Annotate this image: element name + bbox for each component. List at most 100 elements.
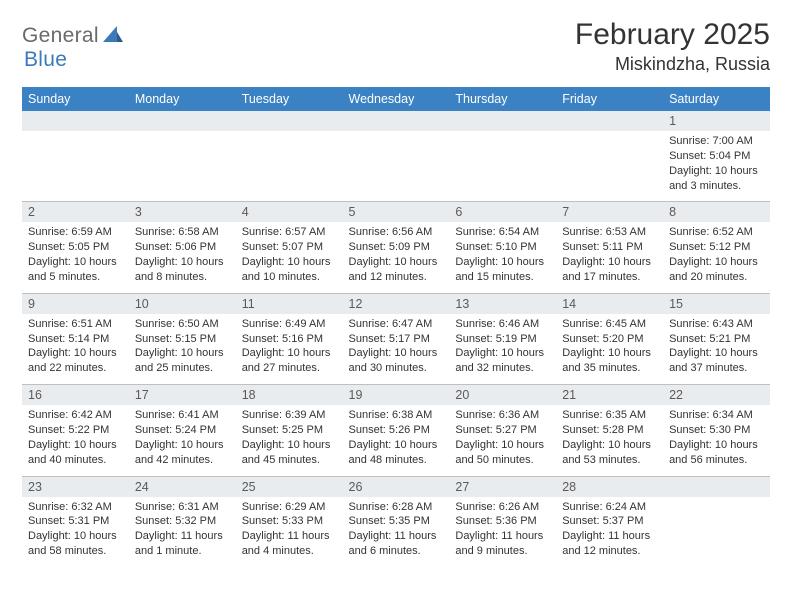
calendar-day-cell: 22Sunrise: 6:34 AMSunset: 5:30 PMDayligh… [663, 385, 770, 476]
sunset-text: Sunset: 5:26 PM [349, 423, 444, 438]
sunset-text: Sunset: 5:16 PM [242, 332, 337, 347]
day-number: 23 [22, 477, 129, 497]
calendar-day-cell: 18Sunrise: 6:39 AMSunset: 5:25 PMDayligh… [236, 385, 343, 476]
daylight-text: Daylight: 10 hours and 42 minutes. [135, 438, 230, 468]
daylight-text: Daylight: 10 hours and 5 minutes. [28, 255, 123, 285]
logo: General [22, 24, 125, 48]
day-data: Sunrise: 6:46 AMSunset: 5:19 PMDaylight:… [449, 314, 556, 384]
sunrise-text: Sunrise: 6:47 AM [349, 317, 444, 332]
day-data: Sunrise: 6:47 AMSunset: 5:17 PMDaylight:… [343, 314, 450, 384]
day-data: Sunrise: 6:42 AMSunset: 5:22 PMDaylight:… [22, 405, 129, 475]
sunrise-text: Sunrise: 6:32 AM [28, 500, 123, 515]
calendar-day-cell: 26Sunrise: 6:28 AMSunset: 5:35 PMDayligh… [343, 476, 450, 567]
day-data: Sunrise: 6:56 AMSunset: 5:09 PMDaylight:… [343, 222, 450, 292]
day-data: Sunrise: 6:34 AMSunset: 5:30 PMDaylight:… [663, 405, 770, 475]
day-data: Sunrise: 6:32 AMSunset: 5:31 PMDaylight:… [22, 497, 129, 567]
daylight-text: Daylight: 10 hours and 12 minutes. [349, 255, 444, 285]
calendar-day-cell: 17Sunrise: 6:41 AMSunset: 5:24 PMDayligh… [129, 385, 236, 476]
calendar-day-cell: 11Sunrise: 6:49 AMSunset: 5:16 PMDayligh… [236, 293, 343, 384]
day-data: Sunrise: 6:58 AMSunset: 5:06 PMDaylight:… [129, 222, 236, 292]
calendar-day-cell: 7Sunrise: 6:53 AMSunset: 5:11 PMDaylight… [556, 202, 663, 293]
sunrise-text: Sunrise: 6:39 AM [242, 408, 337, 423]
daylight-text: Daylight: 11 hours and 6 minutes. [349, 529, 444, 559]
sunrise-text: Sunrise: 6:35 AM [562, 408, 657, 423]
calendar-day-cell [663, 476, 770, 567]
sunset-text: Sunset: 5:27 PM [455, 423, 550, 438]
sunrise-text: Sunrise: 6:34 AM [669, 408, 764, 423]
sunrise-text: Sunrise: 6:50 AM [135, 317, 230, 332]
calendar-day-cell [22, 111, 129, 202]
daylight-text: Daylight: 10 hours and 53 minutes. [562, 438, 657, 468]
day-data: Sunrise: 6:41 AMSunset: 5:24 PMDaylight:… [129, 405, 236, 475]
day-data: Sunrise: 6:59 AMSunset: 5:05 PMDaylight:… [22, 222, 129, 292]
daylight-text: Daylight: 10 hours and 56 minutes. [669, 438, 764, 468]
calendar-day-cell: 6Sunrise: 6:54 AMSunset: 5:10 PMDaylight… [449, 202, 556, 293]
calendar-day-cell: 2Sunrise: 6:59 AMSunset: 5:05 PMDaylight… [22, 202, 129, 293]
day-data: Sunrise: 6:45 AMSunset: 5:20 PMDaylight:… [556, 314, 663, 384]
calendar-week-row: 2Sunrise: 6:59 AMSunset: 5:05 PMDaylight… [22, 202, 770, 293]
sunset-text: Sunset: 5:15 PM [135, 332, 230, 347]
day-number: 18 [236, 385, 343, 405]
sunrise-text: Sunrise: 6:24 AM [562, 500, 657, 515]
calendar-day-cell: 3Sunrise: 6:58 AMSunset: 5:06 PMDaylight… [129, 202, 236, 293]
daylight-text: Daylight: 10 hours and 8 minutes. [135, 255, 230, 285]
sunrise-text: Sunrise: 6:58 AM [135, 225, 230, 240]
day-data [343, 131, 450, 193]
day-data [236, 131, 343, 193]
day-number: 2 [22, 202, 129, 222]
day-number: 1 [663, 111, 770, 131]
weekday-header: Wednesday [343, 87, 450, 111]
day-number: 28 [556, 477, 663, 497]
calendar-day-cell [556, 111, 663, 202]
sunset-text: Sunset: 5:21 PM [669, 332, 764, 347]
day-number: 11 [236, 294, 343, 314]
daylight-text: Daylight: 10 hours and 10 minutes. [242, 255, 337, 285]
daylight-text: Daylight: 10 hours and 40 minutes. [28, 438, 123, 468]
daylight-text: Daylight: 11 hours and 1 minute. [135, 529, 230, 559]
calendar-day-cell: 10Sunrise: 6:50 AMSunset: 5:15 PMDayligh… [129, 293, 236, 384]
day-number: 15 [663, 294, 770, 314]
weekday-header: Saturday [663, 87, 770, 111]
day-number [22, 111, 129, 131]
calendar-day-cell: 15Sunrise: 6:43 AMSunset: 5:21 PMDayligh… [663, 293, 770, 384]
calendar-week-row: 23Sunrise: 6:32 AMSunset: 5:31 PMDayligh… [22, 476, 770, 567]
day-number: 3 [129, 202, 236, 222]
daylight-text: Daylight: 11 hours and 12 minutes. [562, 529, 657, 559]
sunrise-text: Sunrise: 6:28 AM [349, 500, 444, 515]
day-number: 7 [556, 202, 663, 222]
day-number [663, 477, 770, 497]
day-number: 8 [663, 202, 770, 222]
day-number: 13 [449, 294, 556, 314]
sunrise-text: Sunrise: 6:26 AM [455, 500, 550, 515]
sunset-text: Sunset: 5:28 PM [562, 423, 657, 438]
sunset-text: Sunset: 5:12 PM [669, 240, 764, 255]
day-number [556, 111, 663, 131]
logo-triangle-icon [103, 26, 123, 47]
sunrise-text: Sunrise: 6:45 AM [562, 317, 657, 332]
calendar-week-row: 1Sunrise: 7:00 AMSunset: 5:04 PMDaylight… [22, 111, 770, 202]
calendar-week-row: 16Sunrise: 6:42 AMSunset: 5:22 PMDayligh… [22, 385, 770, 476]
day-number: 20 [449, 385, 556, 405]
sunrise-text: Sunrise: 7:00 AM [669, 134, 764, 149]
sunset-text: Sunset: 5:33 PM [242, 514, 337, 529]
day-number: 6 [449, 202, 556, 222]
day-number: 24 [129, 477, 236, 497]
day-number: 25 [236, 477, 343, 497]
day-data: Sunrise: 6:54 AMSunset: 5:10 PMDaylight:… [449, 222, 556, 292]
weekday-header: Sunday [22, 87, 129, 111]
day-number: 5 [343, 202, 450, 222]
day-number: 14 [556, 294, 663, 314]
day-data: Sunrise: 6:36 AMSunset: 5:27 PMDaylight:… [449, 405, 556, 475]
logo-text-general: General [22, 24, 99, 48]
sunset-text: Sunset: 5:31 PM [28, 514, 123, 529]
calendar-day-cell [129, 111, 236, 202]
calendar-day-cell [343, 111, 450, 202]
calendar-day-cell: 1Sunrise: 7:00 AMSunset: 5:04 PMDaylight… [663, 111, 770, 202]
day-data: Sunrise: 6:35 AMSunset: 5:28 PMDaylight:… [556, 405, 663, 475]
day-data [663, 497, 770, 559]
title-block: February 2025 Miskindzha, Russia [575, 18, 770, 75]
sunset-text: Sunset: 5:36 PM [455, 514, 550, 529]
day-data: Sunrise: 6:39 AMSunset: 5:25 PMDaylight:… [236, 405, 343, 475]
sunrise-text: Sunrise: 6:54 AM [455, 225, 550, 240]
calendar-day-cell: 5Sunrise: 6:56 AMSunset: 5:09 PMDaylight… [343, 202, 450, 293]
